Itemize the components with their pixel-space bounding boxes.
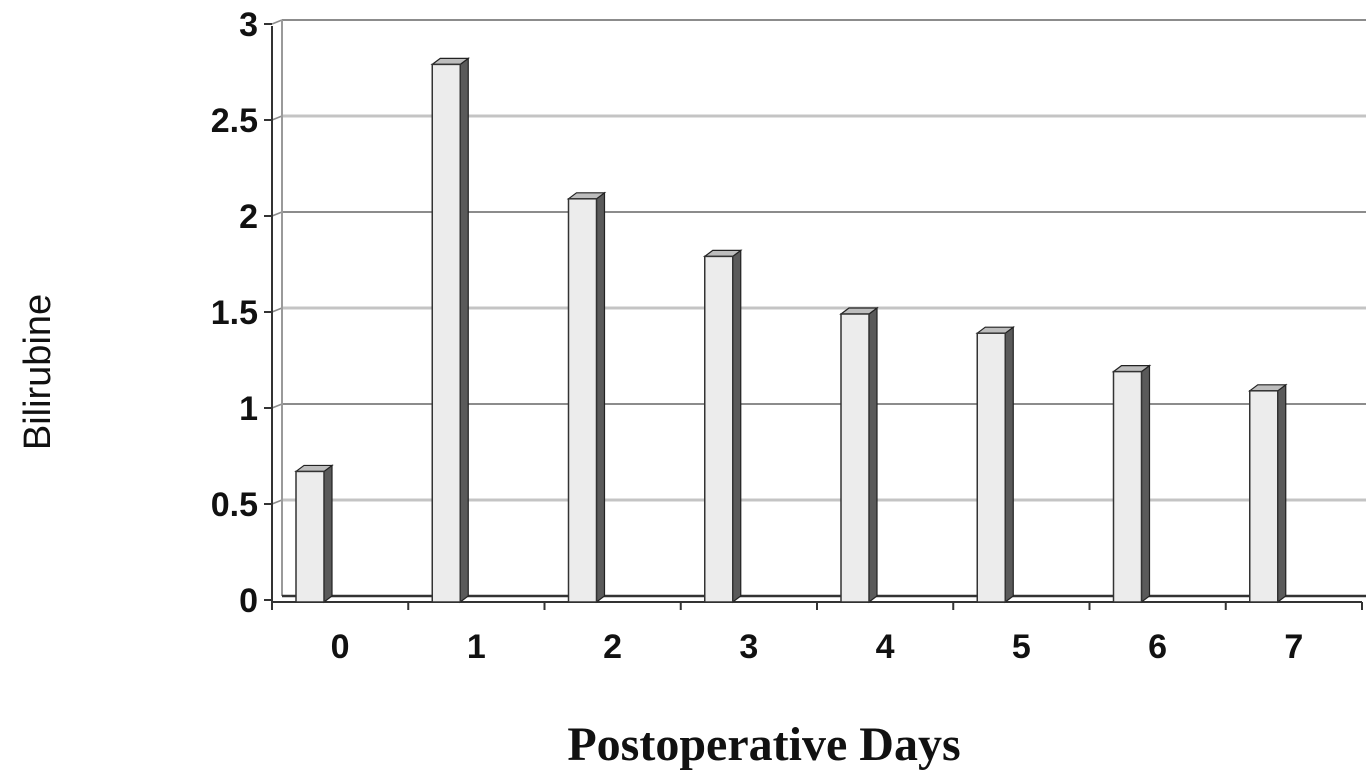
bar-side — [1140, 364, 1151, 604]
y-tick-label: 0 — [239, 582, 258, 620]
y-tick-label: 1 — [239, 390, 258, 428]
bar-front — [1112, 370, 1143, 603]
x-tick-label: 3 — [739, 628, 758, 666]
bars — [294, 57, 1288, 604]
bar-side — [595, 191, 606, 604]
x-tick-label: 2 — [603, 628, 622, 666]
x-axis-label: Postoperative Days — [567, 718, 960, 771]
x-tick-labels: 0 1 2 3 4 5 6 7 — [271, 602, 1363, 666]
x-tick-label: 1 — [467, 628, 486, 666]
x-tick-label: 6 — [1148, 628, 1167, 666]
gridline-side — [271, 403, 283, 409]
x-tick-label: 0 — [331, 628, 350, 666]
bar-side — [732, 249, 742, 604]
gridline-side — [271, 211, 283, 217]
gridline-side — [271, 115, 283, 121]
y-tick-label: 2 — [239, 198, 258, 236]
bar — [294, 464, 334, 604]
bar-front — [295, 470, 325, 603]
y-tick-label: 3 — [239, 6, 258, 44]
bar-front — [1249, 390, 1279, 603]
y-axis-label: Bilirubine — [17, 294, 59, 450]
y-tick-label: 0.5 — [211, 486, 258, 524]
bar-side — [1277, 383, 1287, 604]
gridline-side — [271, 499, 283, 505]
y-tick-label: 2.5 — [211, 102, 258, 140]
gridline-side — [271, 19, 283, 25]
bar — [1247, 383, 1288, 604]
x-tick-label: 4 — [876, 628, 895, 666]
bar — [430, 57, 471, 604]
bar-front — [976, 332, 1006, 603]
bar-front — [431, 63, 461, 603]
x-tick-label: 5 — [1012, 628, 1031, 666]
gridline-side — [271, 307, 283, 313]
bar — [839, 306, 879, 604]
bar-side — [1004, 326, 1014, 604]
bar — [975, 326, 1016, 604]
bar-front — [704, 255, 734, 603]
y-tick-label: 1.5 — [211, 294, 258, 332]
bar-side — [323, 464, 333, 604]
bar — [1111, 364, 1152, 604]
bar — [702, 249, 743, 604]
bar — [566, 191, 607, 604]
x-tick-label: 7 — [1284, 628, 1303, 666]
bar-side — [868, 306, 878, 604]
bar-front — [567, 198, 598, 603]
y-tick-labels: 0 0.5 1 1.5 2 2.5 3 — [211, 6, 272, 620]
bar-front — [840, 313, 870, 603]
bar-side — [459, 57, 469, 604]
